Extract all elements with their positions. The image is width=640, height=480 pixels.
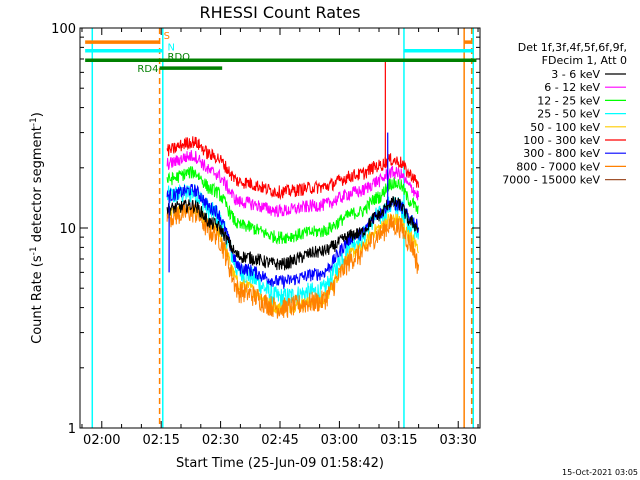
legend-entry-label: 12 - 25 keV (537, 94, 600, 107)
legend-entry-label: 100 - 300 keV (523, 134, 600, 147)
legend: Det 1f,3f,4f,5f,6f,9f, FDecim 1, Att 0 3… (502, 41, 627, 187)
y-axis-label: Count Rate (s-1 detector segment-1) (29, 112, 45, 344)
x-axis-label: Start Time (25-Jun-09 01:58:42) (176, 456, 384, 471)
chart-title: RHESSI Count Rates (200, 3, 361, 22)
series-line-7 (166, 202, 420, 319)
y-axis-label-main: Count Rate (s (30, 255, 45, 344)
series-line-2 (166, 166, 419, 245)
y-axis-ticks: 1 10 100 (51, 22, 480, 437)
legend-entry-label: 25 - 50 keV (537, 108, 600, 121)
x-tick-label: 03:15 (380, 433, 417, 448)
date-stamp: 15-Oct-2021 03:05 (562, 468, 638, 477)
legend-entry-label: 300 - 800 keV (523, 147, 600, 160)
y-tick-label: 100 (51, 22, 76, 37)
legend-entry-label: 6 - 12 keV (544, 81, 600, 94)
y-axis-label-sup2: -1 (29, 117, 39, 126)
series-line-6 (166, 183, 420, 290)
legend-entry-label: 3 - 6 keV (551, 68, 600, 81)
x-tick-label: 02:00 (83, 433, 120, 448)
series-line-5 (166, 136, 420, 201)
x-tick-label: 03:00 (321, 433, 358, 448)
x-tick-label: 02:15 (142, 433, 179, 448)
legend-entry-label: 7000 - 15000 keV (502, 174, 600, 187)
flag-label-rd4: RD4 (137, 64, 158, 75)
series-line-1 (166, 150, 420, 218)
plot-frame (79, 27, 481, 429)
flag-label-n: N (168, 43, 175, 54)
y-axis-label-end: ) (30, 112, 45, 117)
y-tick-label: 10 (59, 222, 76, 237)
legend-header-line2: FDecim 1, Att 0 (542, 54, 627, 67)
series-lines (166, 58, 420, 319)
x-tick-label: 03:30 (439, 433, 476, 448)
y-tick-label: 1 (68, 422, 76, 437)
legend-entry-label: 50 - 100 keV (530, 121, 600, 134)
y-axis-label-sup1: -1 (29, 246, 39, 255)
series-line-0 (166, 196, 419, 271)
flag-label-s: S (164, 31, 170, 42)
x-axis-ticks: 02:00 02:15 02:30 02:45 03:00 03:15 03:30 (81, 28, 479, 448)
legend-entry-label: 800 - 7000 keV (516, 160, 600, 173)
y-axis-label-mid: detector segment (30, 126, 45, 246)
plot-area (85, 28, 477, 428)
flag-label-rdo: RDO (168, 52, 191, 63)
x-tick-label: 02:45 (261, 433, 298, 448)
legend-header-line1: Det 1f,3f,4f,5f,6f,9f, (518, 41, 627, 54)
flag-bars (85, 40, 477, 70)
x-tick-label: 02:30 (202, 433, 239, 448)
